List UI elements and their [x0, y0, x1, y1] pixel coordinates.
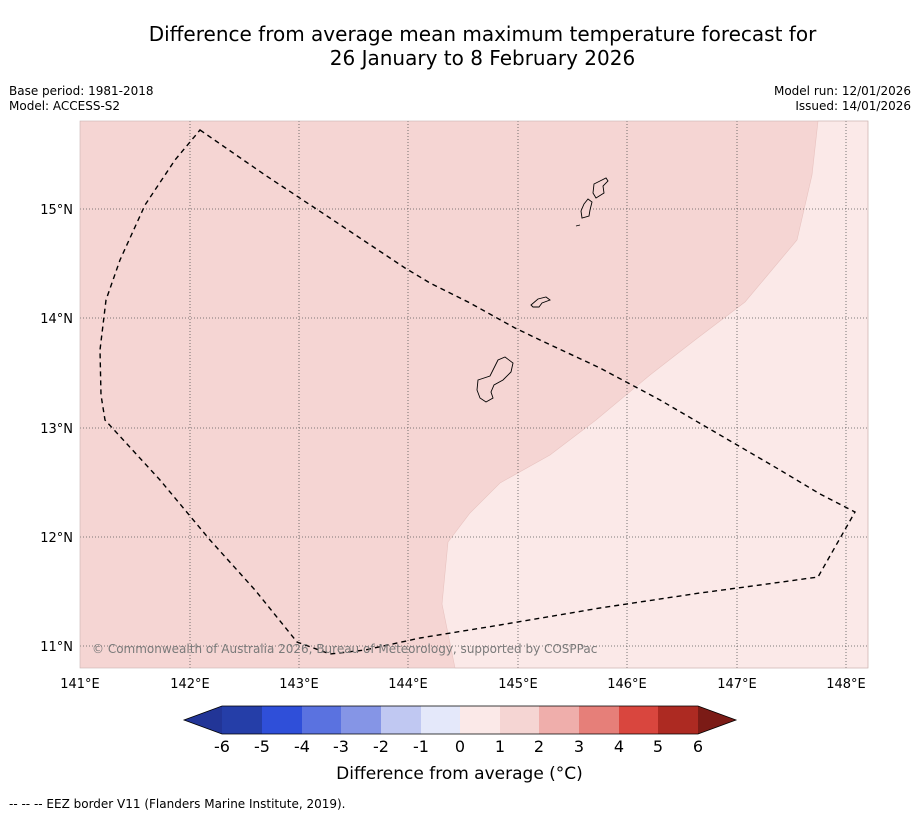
islands — [476, 177, 609, 403]
meta-left: Base period: 1981-2018 Model: ACCESS-S2 — [9, 84, 154, 114]
lon-tick-142: 142°E — [170, 677, 210, 692]
colorbar — [182, 705, 738, 735]
colorbar-over — [698, 706, 736, 734]
cb-tick--3: -3 — [333, 737, 349, 756]
issued-date: Issued: 14/01/2026 — [795, 99, 911, 113]
copyright-notice: © Commonwealth of Australia 2026, Bureau… — [92, 642, 597, 656]
eez-border — [99, 129, 856, 655]
eez-footnote: -- -- -- EEZ border V11 (Flanders Marine… — [9, 797, 346, 811]
colorbar-outline — [182, 705, 738, 735]
cb-tick--2: -2 — [373, 737, 389, 756]
lon-tick-141: 141°E — [60, 677, 100, 692]
colorbar-bin-6 — [421, 706, 460, 734]
model-run: Model run: 12/01/2026 — [773, 84, 911, 98]
colorbar-under — [184, 706, 222, 734]
title-line-1: Difference from average mean maximum tem… — [148, 22, 817, 46]
cb-tick-1: 1 — [494, 737, 506, 756]
lat-tick-12: 12°N — [40, 531, 73, 546]
colorbar-bin-8 — [500, 706, 539, 734]
lat-tick-15: 15°N — [40, 203, 73, 218]
lon-tick-143: 143°E — [279, 677, 319, 692]
island-guam — [476, 356, 514, 403]
colorbar-bin-3 — [302, 706, 341, 734]
colorbar-bin-4 — [341, 706, 381, 734]
meta-right: Model run: 12/01/2026 Issued: 14/01/2026 — [774, 84, 911, 114]
cb-tick--1: -1 — [413, 737, 429, 756]
cb-tick-5: 5 — [652, 737, 664, 756]
cb-tick-0: 0 — [454, 737, 466, 756]
island-rota — [530, 296, 551, 308]
lon-tick-148: 148°E — [826, 677, 866, 692]
colorbar-bin-9 — [539, 706, 579, 734]
map-frame — [79, 120, 869, 669]
colorbar-bin-7 — [460, 706, 500, 734]
island-saipan — [592, 177, 609, 199]
lon-tick-145: 145°E — [498, 677, 538, 692]
cb-tick-6: 6 — [692, 737, 704, 756]
map-title: Difference from average mean maximum tem… — [0, 22, 919, 70]
colorbar-label: Difference from average (°C) — [336, 764, 583, 784]
colorbar-ticks: -6 -5 -4 -3 -2 -1 0 1 2 3 4 5 6 — [0, 737, 919, 756]
colorbar-bin-2 — [262, 706, 302, 734]
cb-tick--5: -5 — [254, 737, 270, 756]
gridlines — [80, 121, 868, 668]
lon-tick-144: 144°E — [388, 677, 428, 692]
colorbar-bin-12 — [658, 706, 698, 734]
cb-tick--6: -6 — [214, 737, 230, 756]
island-aguijan — [575, 224, 581, 227]
colorbar-bin-10 — [579, 706, 619, 734]
lat-tick-labels: 11°N 12°N 13°N 14°N 15°N — [40, 203, 73, 655]
base-period: Base period: 1981-2018 — [9, 84, 154, 98]
colorbar-bin-11 — [619, 706, 658, 734]
cb-tick-2: 2 — [533, 737, 545, 756]
lat-tick-11: 11°N — [40, 640, 73, 655]
island-tinian — [580, 198, 593, 219]
lon-tick-labels: 141°E 142°E 143°E 144°E 145°E 146°E 147°… — [60, 677, 866, 692]
cb-tick--4: -4 — [294, 737, 310, 756]
title-line-2: 26 January to 8 February 2026 — [329, 46, 636, 70]
model-name: Model: ACCESS-S2 — [9, 99, 121, 113]
colorbar-bin-5 — [381, 706, 421, 734]
lat-tick-13: 13°N — [40, 422, 73, 437]
lat-tick-14: 14°N — [40, 312, 73, 327]
lon-tick-146: 146°E — [607, 677, 647, 692]
lon-tick-147: 147°E — [717, 677, 757, 692]
colorbar-bin-1 — [222, 706, 262, 734]
cb-tick-3: 3 — [573, 737, 585, 756]
cb-tick-4: 4 — [613, 737, 625, 756]
